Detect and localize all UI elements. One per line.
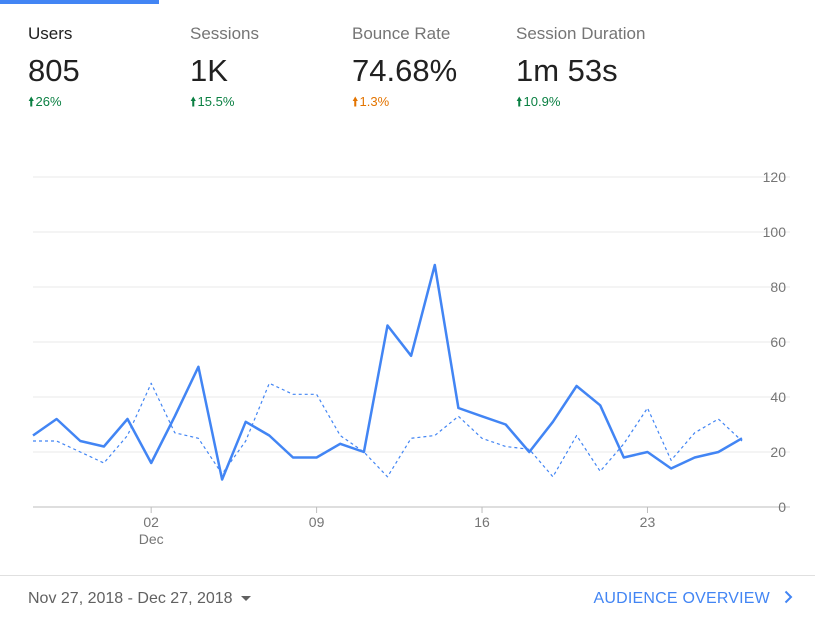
- audience-overview-link[interactable]: AUDIENCE OVERVIEW: [594, 590, 793, 608]
- users-line: [32, 263, 743, 481]
- audience-overview-label: AUDIENCE OVERVIEW: [593, 590, 770, 607]
- metric-label: Bounce Rate: [352, 24, 451, 43]
- dropdown-caret-icon: [240, 596, 251, 602]
- previous-period-line: [33, 382, 743, 478]
- y-tick-label: 0: [778, 499, 786, 515]
- metric-delta-value: 26%: [35, 94, 62, 109]
- chart-series: [32, 263, 743, 481]
- metric-label: Sessions: [190, 24, 259, 43]
- footer-divider: [0, 575, 815, 576]
- metric-delta: 🠙10.9%: [516, 93, 645, 115]
- metric-value: 1K: [190, 53, 228, 88]
- metric-label: Session Duration: [516, 24, 646, 43]
- arrow-up-icon: 🠙: [516, 94, 523, 109]
- x-tick-sublabel: Dec: [139, 531, 164, 547]
- metric-sessions[interactable]: Sessions 1K 🠙15.5%: [190, 24, 259, 115]
- metric-tabs: Users 805 🠙26% Sessions 1K 🠙15.5% Bounce…: [0, 0, 815, 130]
- y-tick-label: 120: [763, 169, 787, 185]
- metric-delta: 🠙26%: [28, 93, 80, 115]
- chart-gridlines: [33, 176, 790, 508]
- y-tick-label: 60: [770, 334, 786, 350]
- metric-delta: 🠙1.3%: [352, 93, 457, 115]
- date-range-selector[interactable]: Nov 27, 2018 - Dec 27, 2018: [28, 590, 251, 608]
- arrow-up-icon: 🠙: [190, 94, 197, 109]
- chart-y-axis: 0 20 40 60 80 100 120: [763, 169, 787, 515]
- x-tick-label: 16: [474, 514, 490, 530]
- date-range-label: Nov 27, 2018 - Dec 27, 2018: [28, 590, 233, 607]
- x-tick-label: 02: [143, 514, 159, 530]
- metric-label: Users: [28, 24, 73, 43]
- selected-tab-indicator: [0, 0, 159, 4]
- metric-users[interactable]: Users 805 🠙26%: [28, 24, 80, 115]
- y-tick-label: 80: [770, 279, 786, 295]
- y-tick-label: 20: [770, 444, 786, 460]
- y-tick-label: 100: [763, 224, 787, 240]
- metric-delta-value: 15.5%: [197, 94, 235, 109]
- chevron-right-icon: [784, 590, 793, 604]
- x-tick-label: 23: [640, 514, 656, 530]
- metric-value: 805: [28, 53, 80, 88]
- metric-delta-value: 1.3%: [359, 94, 390, 109]
- metric-delta: 🠙15.5%: [190, 93, 259, 115]
- metric-bounce-rate[interactable]: Bounce Rate 74.68% 🠙1.3%: [352, 24, 457, 115]
- metric-session-duration[interactable]: Session Duration 1m 53s 🠙10.9%: [516, 24, 645, 115]
- metric-value: 74.68%: [352, 53, 458, 88]
- metric-value: 1m 53s: [516, 53, 618, 88]
- arrow-up-icon: 🠙: [352, 94, 359, 109]
- y-tick-label: 40: [770, 389, 786, 405]
- arrow-up-icon: 🠙: [28, 94, 35, 109]
- x-tick-label: 09: [309, 514, 325, 530]
- metric-delta-value: 10.9%: [523, 94, 561, 109]
